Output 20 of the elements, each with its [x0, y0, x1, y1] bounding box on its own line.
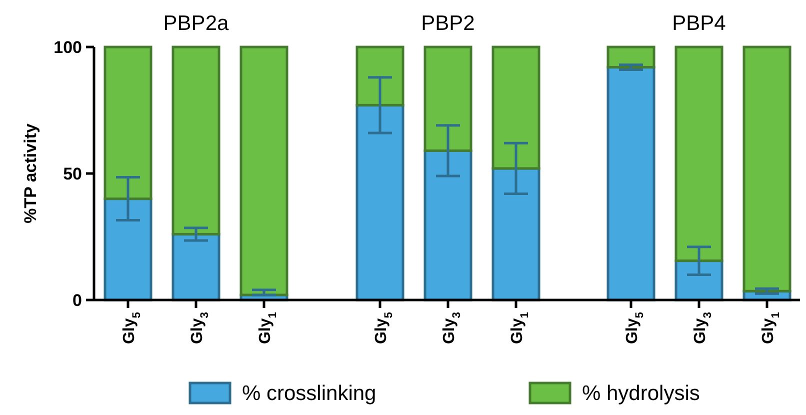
legend-label: % crosslinking — [242, 382, 376, 405]
y-tick-label: 100 — [54, 38, 82, 57]
chart-title: PBP4 — [672, 12, 726, 35]
chart-title: PBP2a — [163, 12, 230, 35]
y-tick-label: 0 — [72, 290, 82, 310]
bar — [172, 46, 220, 236]
y-axis-title: %TP activity — [21, 123, 40, 224]
bar — [742, 46, 792, 292]
bar — [606, 66, 656, 302]
bar — [492, 46, 540, 170]
bar — [674, 46, 724, 262]
bar — [424, 46, 472, 152]
bar — [606, 46, 656, 68]
legend-label: % hydrolysis — [582, 382, 700, 405]
bar — [356, 46, 404, 106]
bar — [104, 46, 152, 200]
bar — [172, 232, 220, 302]
y-tick-label: 50 — [63, 164, 82, 184]
chart-title: PBP2 — [421, 12, 475, 35]
bar — [240, 46, 288, 296]
